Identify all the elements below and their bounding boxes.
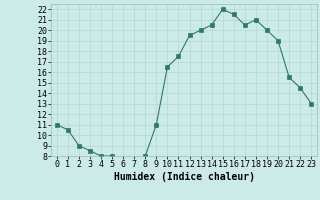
- X-axis label: Humidex (Indice chaleur): Humidex (Indice chaleur): [114, 172, 254, 182]
